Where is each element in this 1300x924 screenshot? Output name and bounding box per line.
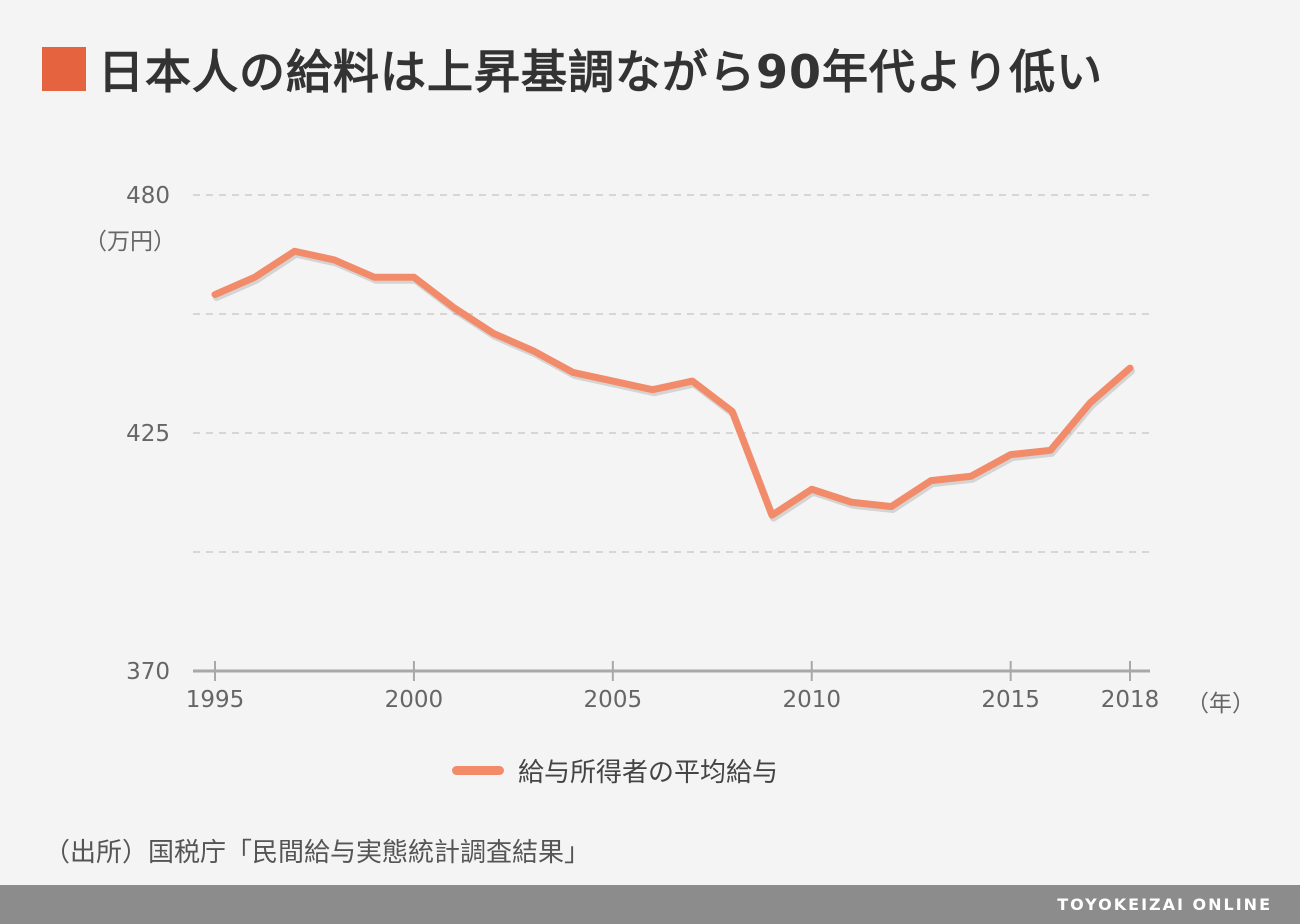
legend-label: 給与所得者の平均給与 [518, 758, 779, 788]
data-point [1128, 366, 1132, 370]
title-text: 日本人の給料は上昇基調ながら90年代より低い [98, 45, 1104, 99]
y-axis-unit-label: （万円） [84, 229, 176, 255]
data-point [1048, 448, 1052, 452]
data-point [889, 505, 893, 509]
data-point [690, 379, 694, 383]
series-line [211, 247, 1134, 519]
data-point [770, 513, 774, 517]
data-point [1088, 401, 1092, 405]
footer-bar: TOYOKEIZAI ONLINE [0, 885, 1300, 924]
data-point [213, 293, 217, 297]
data-point [412, 275, 416, 279]
data-point [929, 479, 933, 483]
data-point [969, 474, 973, 478]
data-point [1009, 453, 1013, 457]
data-point [372, 275, 376, 279]
title-marker-square [42, 47, 86, 91]
data-point [730, 409, 734, 413]
x-tick-label: 2018 [1101, 687, 1160, 713]
y-tick-label: 425 [126, 421, 170, 447]
data-point [810, 487, 814, 491]
line-chart: 370 425 480 1995 2000 2005 2010 2015 2018 [126, 183, 1160, 713]
x-tick-label: 2015 [981, 687, 1040, 713]
x-tick-label: 1995 [186, 687, 245, 713]
x-tick-label: 2005 [584, 687, 643, 713]
legend-swatch [452, 766, 504, 775]
data-point [253, 275, 257, 279]
data-point [651, 388, 655, 392]
data-point [611, 379, 615, 383]
y-tick-label: 480 [126, 183, 170, 209]
data-point [531, 349, 535, 353]
data-point [293, 249, 297, 253]
data-point [491, 331, 495, 335]
x-axis-unit-label: （年） [1186, 691, 1255, 717]
y-tick-label: 370 [126, 659, 170, 685]
footer-brand: TOYOKEIZAI ONLINE [1057, 895, 1272, 914]
chart-legend: 給与所得者の平均給与 [452, 752, 778, 789]
data-point [850, 500, 854, 504]
data-point [452, 306, 456, 310]
source-note: （出所）国税庁「民間給与実態統計調査結果」 [44, 838, 591, 868]
x-tick-label: 2010 [782, 687, 841, 713]
data-point [571, 370, 575, 374]
data-point [332, 258, 336, 262]
chart-title: 日本人の給料は上昇基調ながら90年代より低い [42, 36, 1103, 102]
x-tick-label: 2000 [385, 687, 444, 713]
